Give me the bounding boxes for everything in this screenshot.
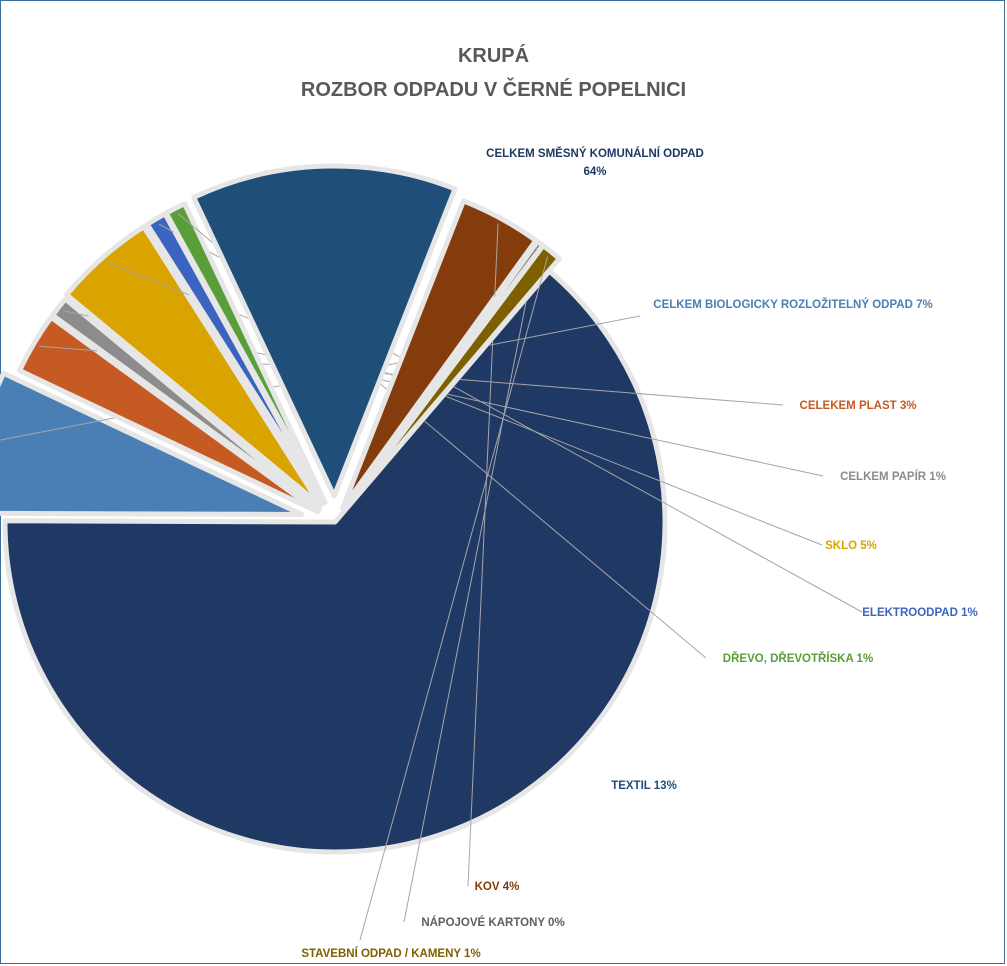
leader-line-stavebni-odpad-kameny bbox=[359, 256, 549, 941]
label-celkem-biologicky-rozlozitelny-odpad: CELKEM BIOLOGICKY ROZLOŽITELNÝ ODPAD 7% bbox=[653, 298, 932, 311]
slice-celekem-plast bbox=[17, 314, 321, 515]
slice-celkem-smesny-komunalni-odpad bbox=[2, 268, 668, 855]
label-stavebni-odpad-kameny: STAVEBNÍ ODPAD / KAMENY 1% bbox=[301, 947, 480, 960]
label-drevo-drevotriska: DŘEVO, DŘEVOTŘÍSKA 1% bbox=[723, 652, 873, 665]
label-kov: KOV 4% bbox=[475, 881, 520, 893]
label-napojove-kartony: NÁPOJOVÉ KARTONY 0% bbox=[421, 916, 564, 929]
label-sklo: SKLO 5% bbox=[825, 540, 877, 552]
label-textil: TEXTIL 13% bbox=[611, 780, 677, 792]
slice-celkem-papir bbox=[50, 296, 322, 513]
label-celekem-plast: CELEKEM PLAST 3% bbox=[800, 400, 917, 412]
label-celkem-smesny-komunalni-odpad: CELKEM SMĚSNÝ KOMUNÁLNÍ ODPAD 64% bbox=[486, 147, 704, 178]
label-celkem-papir: CELKEM PAPÍR 1% bbox=[840, 470, 946, 483]
slice-celkem-biologicky-rozlozitelny-odpad bbox=[0, 370, 305, 517]
slice-drevo-drevotriska bbox=[163, 201, 328, 505]
slice-textil bbox=[191, 163, 458, 499]
slice-stavebni-odpad-kameny bbox=[342, 243, 562, 513]
slice-sklo bbox=[64, 224, 323, 508]
chart-title: KRUPÁ bbox=[457, 45, 530, 67]
chart-subtitle: ROZBOR ODPADU V ČERNÉ POPELNICI bbox=[300, 79, 687, 101]
leader-line-napojove-kartony bbox=[403, 248, 538, 923]
label-elektroodpad: ELEKTROODPAD 1% bbox=[862, 607, 977, 619]
